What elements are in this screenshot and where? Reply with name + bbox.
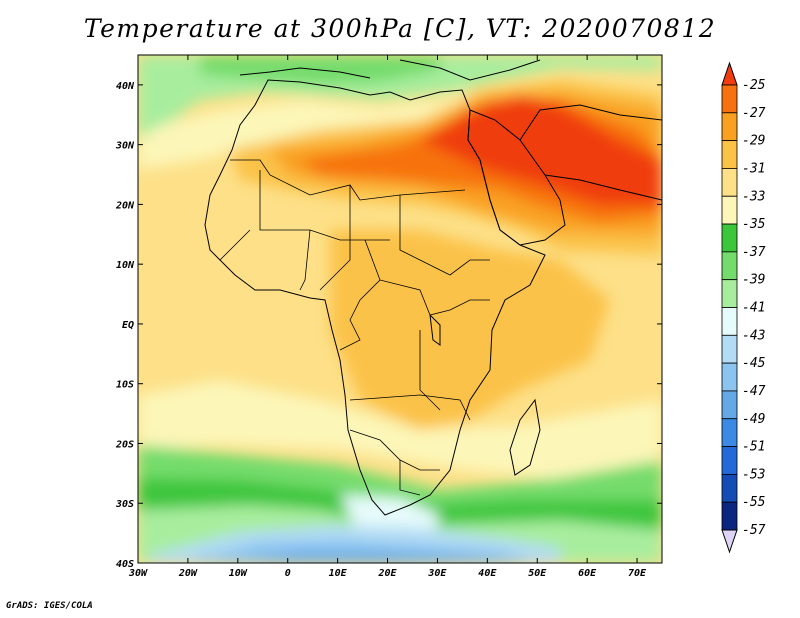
- credit-text: GrADS: IGES/COLA: [6, 601, 93, 611]
- lon-tick-label: 10W: [229, 568, 248, 579]
- lon-tick-label: 20E: [377, 568, 397, 579]
- colorbar-bottom-arrow: [721, 529, 738, 554]
- lat-tick-label: 20S: [115, 439, 134, 450]
- colorbar-swatch: [721, 112, 738, 142]
- lon-tick-label: 50E: [528, 568, 547, 579]
- colorbar-label: -51: [742, 440, 765, 455]
- lon-tick-label: 30W: [128, 568, 148, 579]
- lat-tick-label: 30S: [115, 499, 134, 510]
- coastlines: [204, 59, 662, 516]
- lon-tick-label: 0: [285, 568, 291, 579]
- colorbar-swatch: [721, 501, 738, 531]
- colorbar-label: -31: [742, 161, 765, 176]
- lat-tick-label: EQ: [122, 320, 134, 331]
- colorbar-swatch: [721, 168, 738, 197]
- lon-tick-label: 70E: [628, 568, 647, 579]
- colorbar-top-arrow: [721, 61, 738, 86]
- colorbar-swatch: [721, 390, 738, 420]
- colorbar-label: -53: [742, 467, 765, 482]
- colorbar-label: -47: [742, 384, 766, 399]
- colorbar-label: -49: [742, 412, 765, 427]
- colorbar-label: -27: [742, 106, 766, 121]
- temperature-field: [138, 55, 662, 563]
- colorbar-label: -57: [742, 523, 766, 538]
- lat-tick-label: 10S: [116, 380, 134, 391]
- lat-tick-label: 30N: [115, 141, 135, 152]
- colorbar-swatch: [721, 251, 738, 281]
- lat-tick-label: 40S: [116, 559, 134, 570]
- colorbar-swatch: [721, 418, 738, 447]
- colorbar-swatch: [721, 334, 738, 364]
- colorbar-label: -35: [742, 217, 766, 232]
- colorbar-swatch: [721, 362, 738, 392]
- map-title: Temperature at 300hPa [C], VT: 202007081…: [83, 14, 717, 43]
- lon-tick-label: 20W: [178, 568, 198, 579]
- colorbar-label: -43: [742, 328, 765, 343]
- colorbar-swatch: [721, 195, 738, 225]
- lon-tick-label: 10E: [329, 568, 348, 579]
- lat-tick-label: 10N: [116, 260, 135, 271]
- colorbar-label: -55: [742, 495, 766, 510]
- colorbar-label: -39: [742, 273, 765, 288]
- colorbar: -25 -27 -29 -31 -33 -35 -37 -39 -41 -43 -45 -47 -49 -…: [721, 61, 766, 554]
- colorbar-label: -33: [742, 189, 765, 204]
- colorbar-label: -37: [742, 245, 766, 260]
- country-borders: [219, 159, 490, 496]
- colorbar-swatch: [721, 140, 738, 169]
- colorbar-swatch: [721, 84, 738, 114]
- colorbar-label: -25: [742, 78, 766, 93]
- colorbar-label: -29: [742, 134, 765, 149]
- lat-tick-label: 20N: [115, 200, 135, 211]
- colorbar-label: -45: [742, 356, 766, 371]
- colorbar-label: -41: [742, 301, 765, 316]
- map-frame: [137, 54, 663, 564]
- colorbar-swatch: [721, 223, 738, 253]
- colorbar-swatch: [721, 279, 738, 308]
- colorbar-swatch: [721, 473, 738, 503]
- lon-tick-label: 40E: [478, 568, 497, 579]
- lon-tick-label: 60E: [578, 568, 597, 579]
- lon-tick-label: 30E: [427, 568, 447, 579]
- colorbar-swatch: [721, 307, 738, 336]
- lat-tick-label: 40N: [116, 81, 135, 92]
- colorbar-swatch: [721, 446, 738, 475]
